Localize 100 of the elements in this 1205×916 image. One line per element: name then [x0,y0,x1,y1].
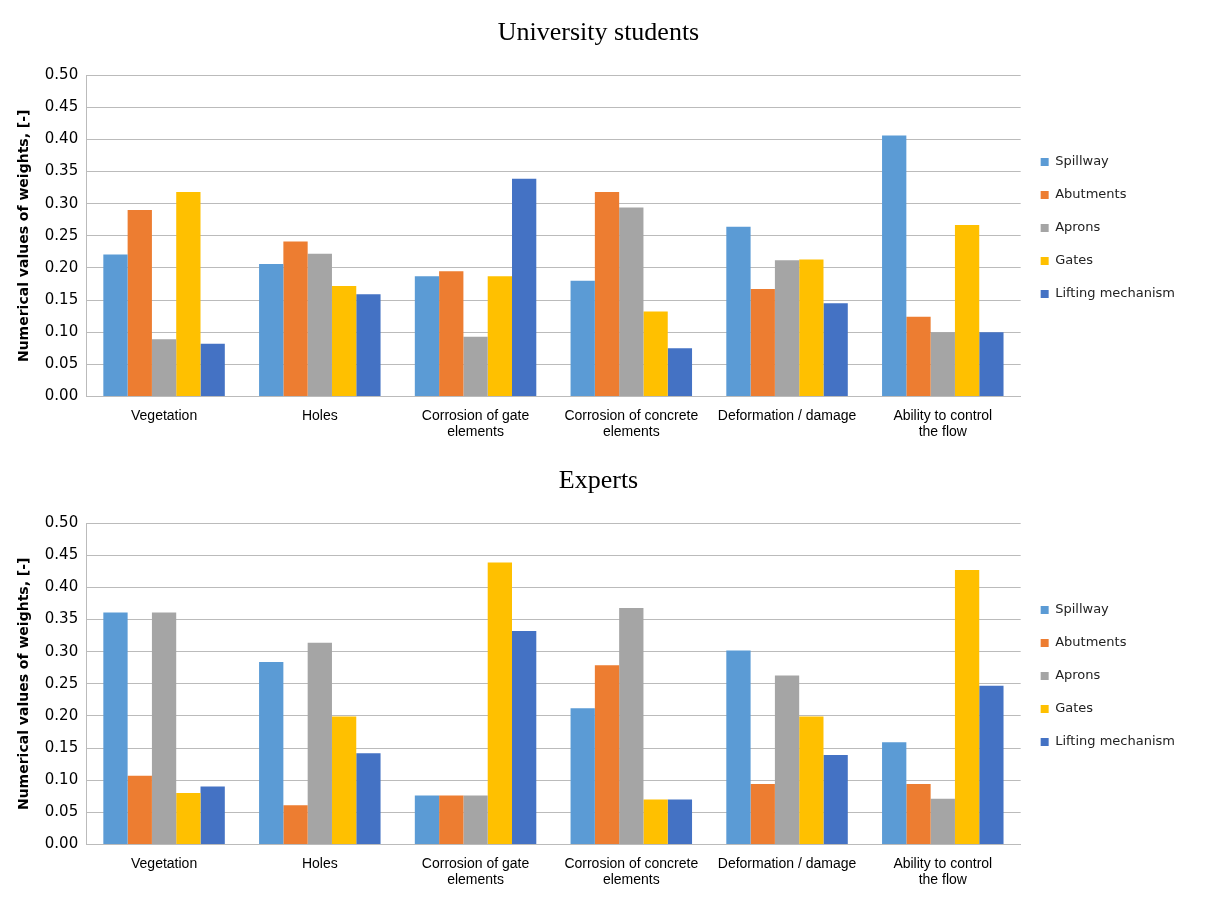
bar [619,608,644,844]
bar [906,784,931,844]
bar [331,716,357,844]
bar [930,332,955,396]
bar [799,259,824,396]
bar [463,336,488,396]
bar [200,786,225,844]
y-axis-title: Numerical values of weights, [-] [15,109,32,363]
bar [570,708,595,844]
y-tick-label: 0.45 [44,545,79,564]
x-tick-label: Deformation / damage [717,406,857,423]
bar [283,241,308,396]
legend-label: Gates [1055,252,1094,268]
legend-label: Gates [1055,700,1094,716]
legend-label: Lifting mechanism [1055,285,1176,301]
legend-label: Aprons [1055,667,1101,683]
y-tick-label: 0.30 [44,641,79,660]
bar [127,775,152,844]
bar [463,795,488,844]
bar [283,805,308,844]
x-tick-label: Deformation / damage [717,854,857,871]
legend-label: Spillway [1055,153,1110,169]
bar [356,294,381,396]
bar [259,264,284,396]
x-tick-label: Corrosion of gate elements [421,406,530,440]
bar [439,271,464,396]
y-tick-label: 0.40 [44,577,79,596]
bar [151,339,177,396]
x-tick-label: Ability to control the flow [893,854,993,888]
y-tick-label: 0.20 [44,705,79,724]
bar [414,795,440,844]
legend-label: Aprons [1055,219,1101,235]
bar [512,178,537,396]
y-tick-label: 0.10 [44,322,79,341]
bar [487,562,512,844]
y-tick-label: 0.25 [44,673,79,692]
chart-title: Experts [558,465,639,495]
bar [979,332,1004,396]
y-tick-label: 0.40 [44,129,79,148]
x-tick-label: Ability to control the flow [893,406,993,440]
bar [643,311,668,396]
bar [414,276,440,396]
bar [726,650,751,844]
y-tick-label: 0.30 [44,193,79,212]
y-tick-label: 0.00 [44,386,79,405]
x-tick-label: Vegetation [130,406,198,423]
y-tick-label: 0.45 [44,97,79,116]
bar [331,285,357,396]
bar [151,612,177,844]
x-tick-label: Vegetation [130,854,198,871]
y-tick-label: 0.10 [44,770,79,789]
bar [487,276,512,396]
y-tick-label: 0.35 [44,609,79,628]
y-tick-label: 0.05 [44,354,79,373]
bar [774,675,800,844]
bar [979,685,1004,844]
bar [176,192,201,396]
bar [774,260,800,396]
bar [176,793,201,844]
y-tick-label: 0.25 [44,225,79,244]
bar [882,742,907,844]
x-tick-label: Corrosion of concrete elements [564,406,699,440]
y-tick-label: 0.05 [44,802,79,821]
x-tick-label: Corrosion of gate elements [421,854,530,888]
y-tick-label: 0.50 [44,65,79,84]
y-tick-label: 0.50 [44,513,79,532]
bar [200,343,225,396]
bar [259,661,284,844]
bar [930,798,955,844]
bar [570,280,595,396]
bar [750,784,775,844]
bar [799,716,824,844]
bar [954,224,980,396]
bar [594,665,620,844]
bar [356,753,381,844]
chart-title: University students [497,17,700,47]
y-tick-label: 0.20 [44,257,79,276]
bar [823,755,848,844]
bar [823,303,848,396]
bar [750,289,775,396]
bar [906,316,931,396]
bar [594,192,620,396]
bar [127,210,152,396]
bar [954,570,980,844]
legend-label: Abutments [1055,634,1127,650]
bar [439,795,464,844]
legend-label: Lifting mechanism [1055,733,1176,749]
x-tick-label: Holes [301,406,338,423]
bar [882,135,907,396]
legend-label: Spillway [1055,601,1110,617]
x-tick-label: Holes [301,854,338,871]
x-tick-label: Corrosion of concrete elements [564,854,699,888]
y-tick-label: 0.15 [44,289,79,308]
bar [307,642,332,844]
bar [667,799,693,844]
y-tick-label: 0.00 [44,834,79,853]
bar [643,799,668,844]
bar [667,348,693,396]
bar [619,207,644,396]
y-tick-label: 0.35 [44,161,79,180]
